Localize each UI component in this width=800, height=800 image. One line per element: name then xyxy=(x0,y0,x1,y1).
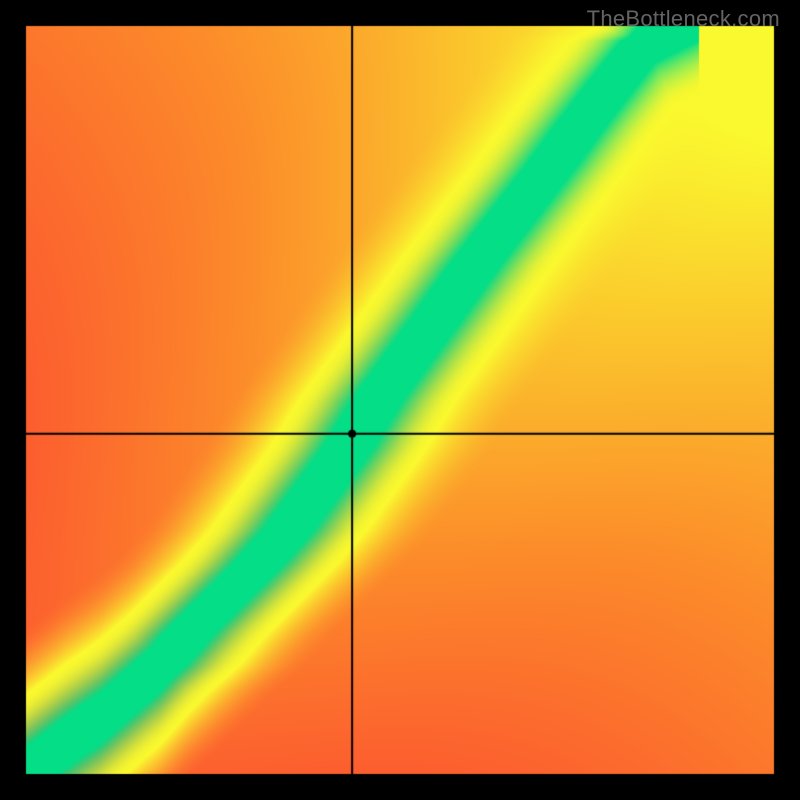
bottleneck-heatmap xyxy=(0,0,800,800)
chart-container: TheBottleneck.com xyxy=(0,0,800,800)
watermark-text: TheBottleneck.com xyxy=(587,6,780,32)
